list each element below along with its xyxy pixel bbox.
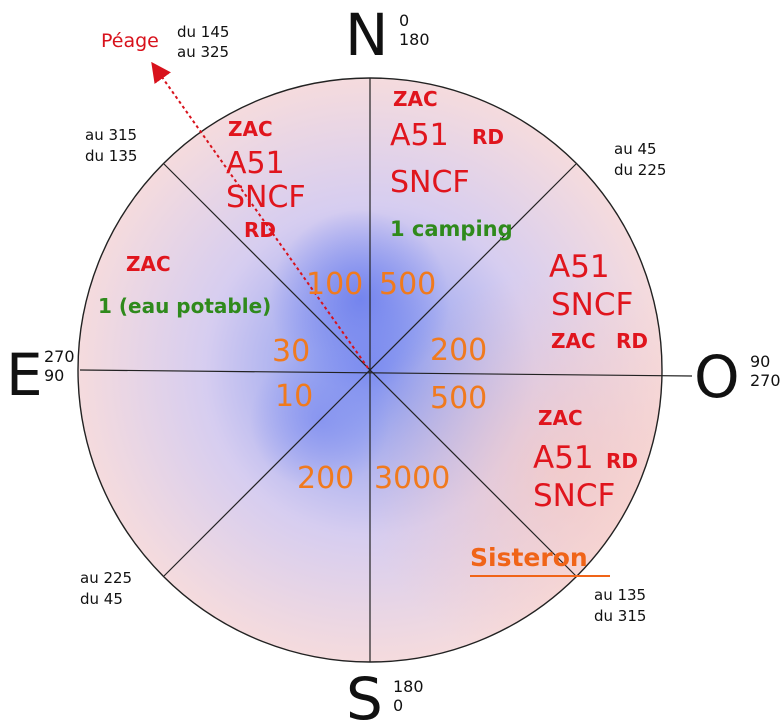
- toll-label: Péage: [101, 30, 159, 52]
- range-se-line1: au 135: [594, 586, 646, 604]
- s1-rd: RD: [472, 125, 504, 149]
- north-degree-2: 180: [399, 30, 430, 49]
- s3-sncf: SNCF: [533, 478, 615, 514]
- s2-rd: RD: [616, 329, 648, 353]
- s8-rd: RD: [244, 218, 276, 242]
- s8-distance: 100: [306, 267, 363, 302]
- east-degree-2: 90: [44, 366, 64, 385]
- s1-a51: A51: [390, 118, 449, 153]
- s3-rd: RD: [606, 449, 638, 473]
- range-nw-line1: au 315: [85, 126, 137, 144]
- west-degree-1: 90: [750, 352, 770, 371]
- s2-sncf: SNCF: [551, 287, 633, 323]
- s3-town: Sisteron: [470, 543, 588, 572]
- s3-zac: ZAC: [538, 406, 583, 430]
- south-letter: S: [346, 665, 383, 724]
- s2-distance: 200: [430, 333, 487, 368]
- s2-a51: A51: [549, 249, 610, 285]
- s8-sncf: SNCF: [226, 180, 306, 215]
- s1-zac: ZAC: [393, 87, 438, 111]
- s1-distance: 500: [379, 267, 436, 302]
- s8-zac: ZAC: [228, 117, 273, 141]
- north-degree-1: 0: [399, 11, 409, 30]
- s8-a51: A51: [226, 146, 285, 181]
- s3-a51: A51: [533, 440, 594, 476]
- south-degree-1: 180: [393, 677, 424, 696]
- range-nw-line2: du 135: [85, 147, 137, 165]
- s1-sncf: SNCF: [390, 165, 470, 200]
- s4-distance: 3000: [374, 461, 450, 496]
- range-ne-line1: au 45: [614, 140, 657, 158]
- west-letter: O: [694, 343, 740, 411]
- range-sw-line1: au 225: [80, 569, 132, 587]
- south-degree-2: 0: [393, 696, 403, 715]
- divider-ne-sw: [163, 163, 577, 577]
- toll-direction-arrow: [151, 61, 369, 369]
- s5-distance: 200: [297, 461, 354, 496]
- s2-zac: ZAC: [551, 329, 596, 353]
- s3-distance: 500: [430, 381, 487, 416]
- divider-east-west: [79, 369, 693, 377]
- s7-distance: 30: [272, 334, 310, 369]
- s7-note: 1 (eau potable): [98, 294, 271, 318]
- range-se-line2: du 315: [594, 607, 646, 625]
- north-letter: N: [345, 1, 388, 69]
- range-sw-line2: du 45: [80, 590, 123, 608]
- s7-zac: ZAC: [126, 252, 171, 276]
- toll-range-line1: du 145: [177, 23, 229, 41]
- west-degree-2: 270: [750, 371, 781, 390]
- range-ne-line2: du 225: [614, 161, 666, 179]
- s6-distance: 10: [275, 379, 313, 414]
- east-degree-1: 270: [44, 347, 75, 366]
- toll-range-line2: au 325: [177, 43, 229, 61]
- s1-note: 1 camping: [390, 217, 513, 241]
- east-letter: E: [6, 341, 43, 409]
